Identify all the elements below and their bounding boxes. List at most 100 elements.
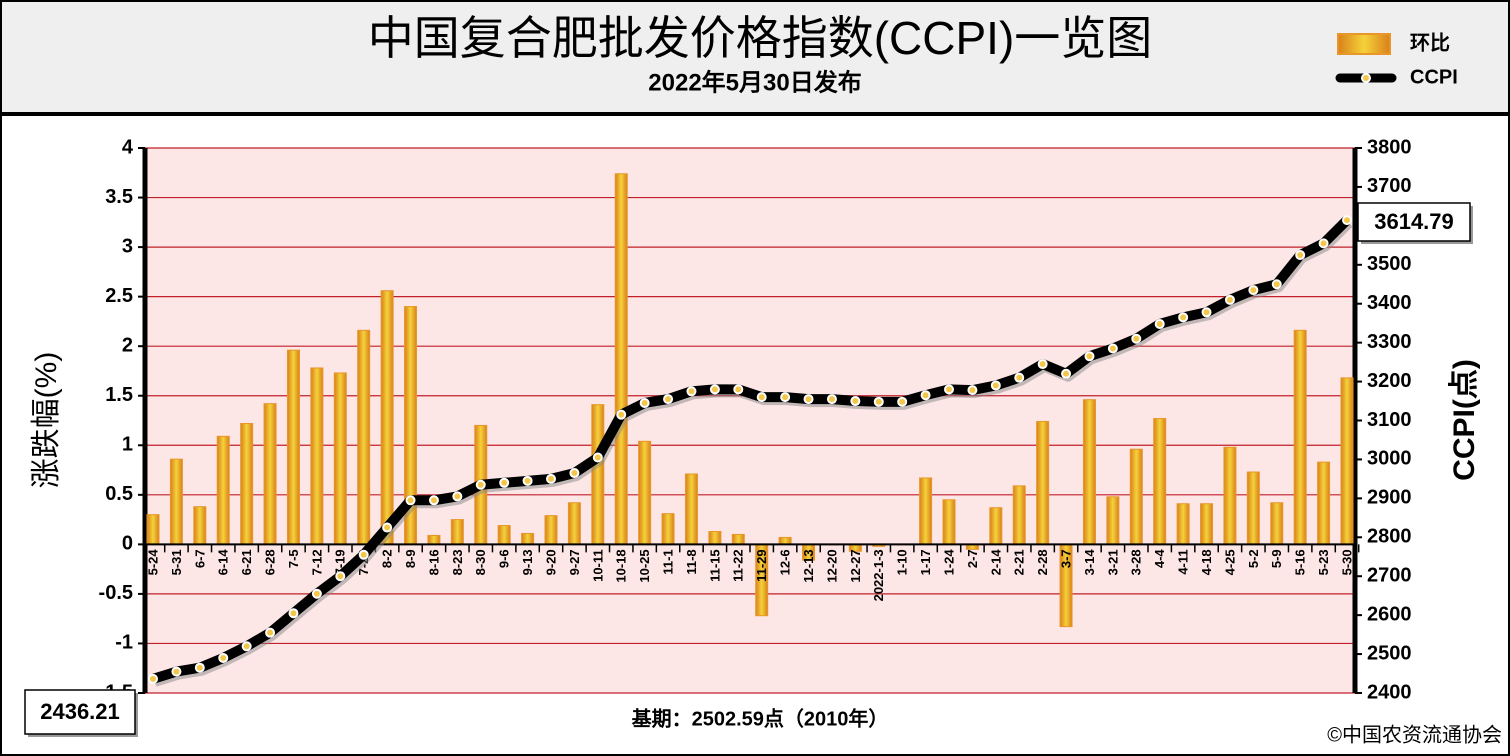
ccpi-point — [405, 495, 416, 506]
ccpi-point — [1178, 312, 1189, 323]
x-tick-label: 6-7 — [192, 549, 207, 568]
x-tick-label: 8-9 — [403, 549, 418, 568]
bar — [1176, 503, 1190, 545]
y-tick-label: 2 — [122, 334, 133, 356]
x-tick-label: 6-14 — [216, 549, 231, 576]
ccpi-point — [1037, 359, 1048, 370]
y-axis-title: 涨跌幅(%) — [30, 352, 63, 489]
y-tick-label: 3.5 — [105, 186, 133, 208]
chart-title: 中国复合肥批发价格指数(CCPI)一览图 — [368, 12, 1153, 64]
bar — [1340, 377, 1354, 545]
y2-tick-label: 3300 — [1367, 331, 1412, 353]
bar — [591, 404, 605, 545]
y-tick-label: 2.5 — [105, 285, 133, 307]
ccpi-point — [1107, 343, 1118, 354]
ccpi-line — [151, 216, 1351, 684]
ccpi-point — [967, 385, 978, 396]
bar — [286, 349, 300, 545]
ccpi-point — [663, 394, 674, 405]
ccpi-point — [1318, 238, 1329, 249]
ccpi-point — [709, 384, 720, 395]
bar — [1246, 471, 1260, 545]
value-label: 2436.21 — [40, 699, 120, 724]
ccpi-point — [639, 397, 650, 408]
x-tick-label: 10-25 — [637, 549, 652, 582]
x-tick-label: 12-27 — [848, 549, 863, 582]
legend-label: CCPI — [1410, 66, 1458, 88]
x-tick-label: 4-11 — [1176, 549, 1191, 574]
ccpi-point — [1271, 279, 1282, 290]
ccpi-point — [990, 380, 1001, 391]
x-tick-label: 6-28 — [262, 549, 277, 575]
plot-area — [145, 148, 1355, 693]
ccpi-point — [850, 396, 861, 407]
x-tick-label: 1-17 — [918, 549, 933, 575]
x-tick-label: 6-21 — [239, 549, 254, 575]
y2-tick-label: 2800 — [1367, 526, 1412, 548]
y2-tick-label: 2400 — [1367, 681, 1412, 703]
ccpi-point — [803, 394, 814, 405]
bar — [989, 507, 1003, 545]
x-tick-label: 11-22 — [731, 549, 746, 582]
x-tick-label: 2-28 — [1035, 549, 1050, 575]
ccpi-point — [171, 666, 182, 677]
ccpi-point — [1061, 368, 1072, 379]
x-tick-label: 5-30 — [1339, 549, 1354, 575]
ccpi-point — [873, 396, 884, 407]
ccpi-point — [475, 479, 486, 490]
x-tick-label: 5-31 — [169, 549, 184, 575]
y-tick-label: 4 — [122, 136, 134, 158]
bar — [1106, 496, 1120, 545]
y-tick-label: 0.5 — [105, 483, 133, 505]
x-tick-label: 9-13 — [520, 549, 535, 575]
y2-tick-label: 2700 — [1367, 564, 1412, 586]
value-box — [24, 689, 136, 735]
ccpi-point — [616, 409, 627, 420]
y2-tick-label: 3500 — [1367, 253, 1412, 275]
y2-tick-label: 2600 — [1367, 603, 1412, 625]
bar — [427, 534, 441, 545]
x-tick-label: 2-7 — [965, 549, 980, 568]
bar — [216, 435, 230, 545]
bar — [263, 403, 277, 545]
x-tick-label: 12-13 — [801, 549, 816, 582]
x-tick-label: 8-23 — [450, 549, 465, 575]
y2-tick-label: 3700 — [1367, 175, 1412, 197]
bar — [310, 367, 324, 545]
x-tick-label: 5-9 — [1269, 549, 1284, 568]
bar — [1223, 446, 1237, 545]
y2-tick-label: 3200 — [1367, 370, 1412, 392]
x-tick-label: 5-23 — [1316, 549, 1331, 575]
x-tick-label: 11-29 — [754, 549, 769, 582]
x-tick-label: 12-6 — [778, 549, 793, 575]
ccpi-point — [1201, 307, 1212, 318]
ccpi-point — [522, 475, 533, 486]
x-tick-label: 12-20 — [824, 549, 839, 582]
y2-tick-label: 3800 — [1367, 136, 1412, 158]
y-tick-label: -1 — [115, 632, 133, 654]
ccpi-point — [1084, 351, 1095, 362]
ccpi-point — [897, 396, 908, 407]
ccpi-point — [452, 491, 463, 502]
x-tick-label: 1-10 — [895, 549, 910, 575]
bar — [567, 502, 581, 545]
x-tick-label: 10-18 — [614, 549, 629, 582]
ccpi-point — [592, 452, 603, 463]
bar — [193, 506, 207, 545]
y-tick-label: -0.5 — [99, 582, 133, 604]
chart-subtitle: 2022年5月30日发布 — [648, 68, 861, 96]
ccpi-point — [546, 473, 556, 484]
x-tick-label: 9-27 — [567, 549, 582, 575]
ccpi-point — [1154, 318, 1165, 329]
header — [2, 2, 1508, 113]
y-tick-label: 3 — [122, 235, 133, 257]
bar — [380, 290, 394, 545]
value-label: 3614.79 — [1374, 209, 1454, 234]
x-tick-label: 11-15 — [707, 549, 722, 582]
ccpi-point — [944, 384, 954, 395]
bar — [1293, 329, 1307, 545]
bar — [497, 525, 511, 545]
y2-tick-label: 2500 — [1367, 642, 1412, 664]
bar — [146, 514, 160, 545]
bar — [1200, 503, 1214, 545]
